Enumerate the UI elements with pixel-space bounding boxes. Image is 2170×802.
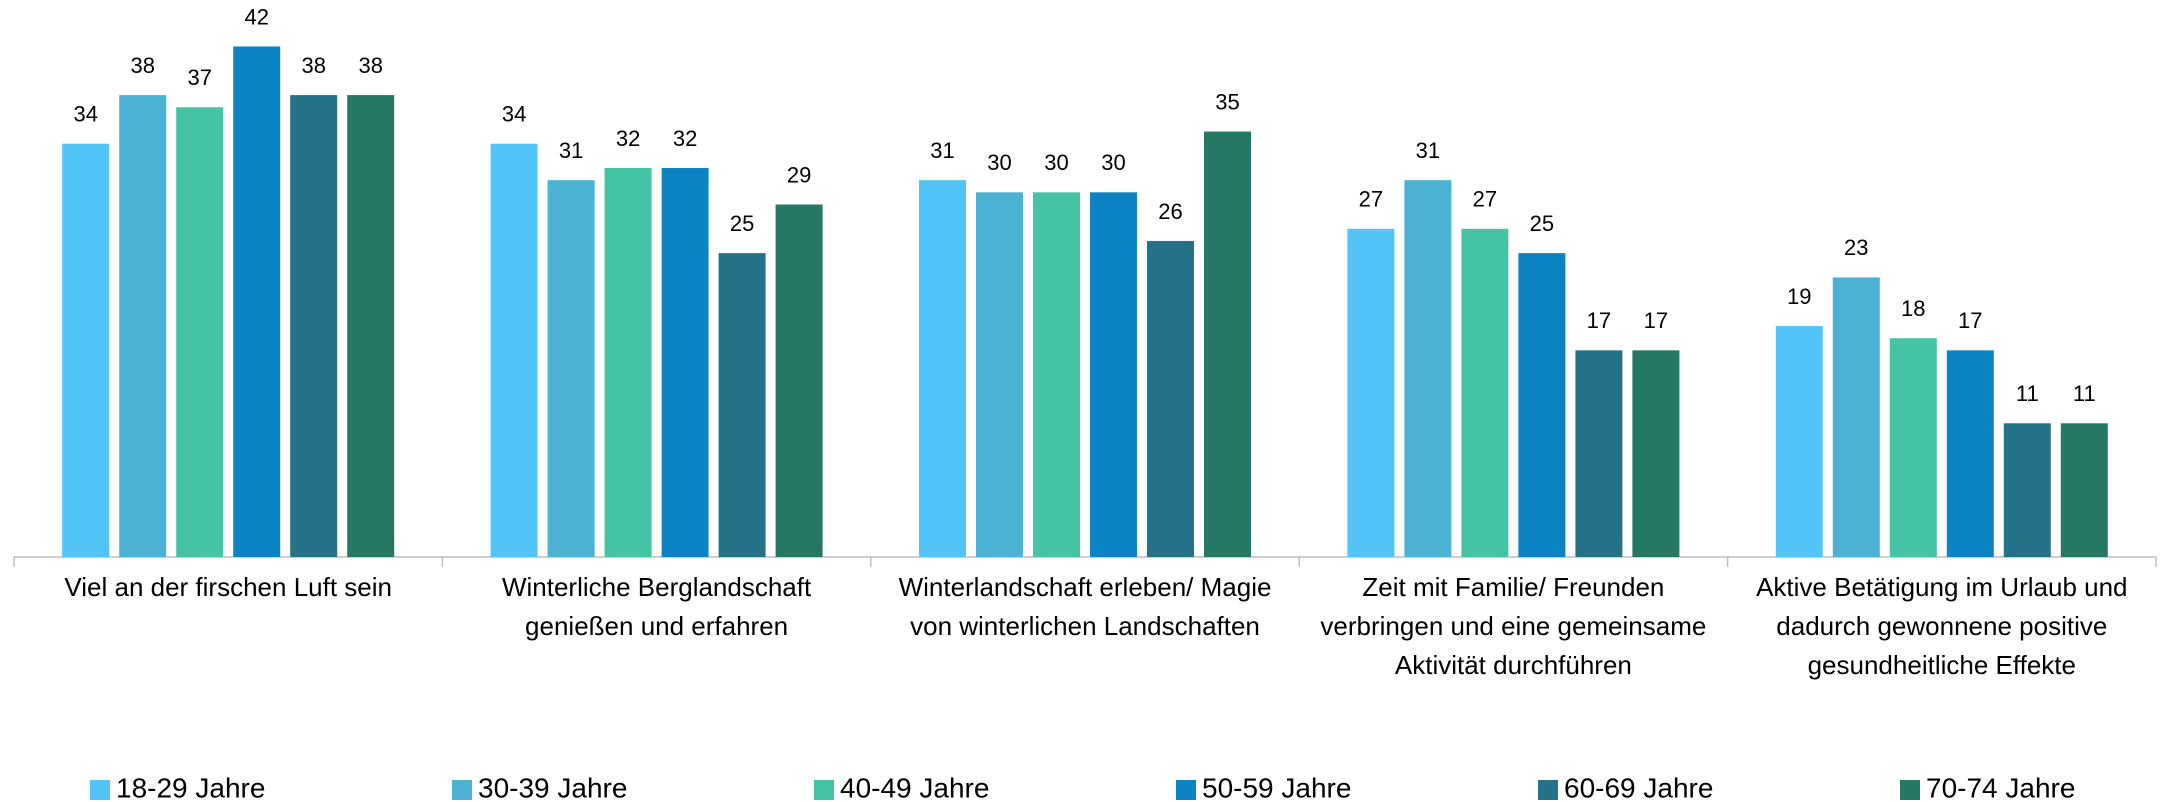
value-label: 26 [1158, 199, 1182, 224]
legend-swatch [452, 780, 472, 800]
legend-swatch [1900, 780, 1920, 800]
bar [490, 143, 538, 557]
bar [233, 46, 281, 557]
value-label: 31 [930, 138, 954, 163]
value-label: 27 [1359, 187, 1383, 212]
bar [1575, 350, 1623, 557]
bar [604, 168, 652, 557]
value-label: 30 [1101, 150, 1125, 175]
bar [176, 107, 224, 557]
value-label: 17 [1587, 308, 1611, 333]
bar [775, 204, 823, 557]
bar [1946, 350, 1994, 557]
value-label: 30 [1044, 150, 1068, 175]
value-label: 25 [730, 211, 754, 236]
bar [1347, 228, 1395, 558]
bar [2003, 423, 2051, 557]
value-label: 38 [130, 53, 154, 78]
value-label: 29 [787, 162, 811, 187]
value-label: 38 [358, 53, 382, 78]
value-label: 42 [244, 4, 268, 29]
bar [1147, 240, 1194, 557]
bar [1090, 192, 1137, 558]
bar [1461, 228, 1509, 558]
legend-label: 18-29 Jahre [116, 772, 265, 802]
bar [976, 192, 1023, 558]
legend-swatch [90, 780, 110, 800]
value-label: 19 [1787, 284, 1811, 309]
legend-label: 30-39 Jahre [478, 772, 627, 802]
bar [290, 95, 338, 557]
bar [1632, 350, 1680, 557]
value-label: 31 [1416, 138, 1440, 163]
bar [1518, 253, 1566, 557]
bar [919, 180, 966, 557]
value-label: 17 [1644, 308, 1668, 333]
value-label: 27 [1473, 187, 1497, 212]
legend-label: 50-59 Jahre [1202, 772, 1351, 802]
value-label: 18 [1901, 296, 1925, 321]
value-label: 23 [1844, 235, 1868, 260]
value-label: 25 [1530, 211, 1554, 236]
bar [1775, 326, 1823, 557]
value-label: 32 [673, 126, 697, 151]
bar [347, 95, 395, 557]
x-tick-label: Viel an der firschen Luft sein [64, 572, 392, 602]
value-label: 37 [187, 65, 211, 90]
legend-swatch [814, 780, 834, 800]
value-label: 11 [2073, 381, 2096, 406]
value-label: 30 [987, 150, 1011, 175]
bar [1889, 338, 1937, 557]
value-label: 31 [559, 138, 583, 163]
x-tick-label: Zeit mit Familie/ Freunden verbringen un… [1320, 572, 1707, 680]
bar [1404, 180, 1452, 557]
value-label: 34 [502, 102, 526, 127]
bar [661, 168, 709, 557]
x-tick-label: Aktive Betätigung im Urlaub und dadurch … [1756, 572, 2128, 680]
x-tick-label: Winterliche Berglandschaft genießen und … [501, 572, 812, 641]
bar [2060, 423, 2108, 557]
legend-swatch [1538, 780, 1558, 800]
value-label: 35 [1215, 89, 1239, 114]
bar [62, 143, 110, 557]
value-label: 17 [1958, 308, 1982, 333]
x-tick-label: Winterlandschaft erleben/ Magie von wint… [898, 572, 1272, 641]
legend-swatch [1176, 780, 1196, 800]
bar [718, 253, 766, 557]
bar [1832, 277, 1880, 557]
bar [119, 95, 167, 557]
value-label: 34 [73, 102, 97, 127]
value-label: 38 [301, 53, 325, 78]
bar [1033, 192, 1080, 558]
legend-label: 60-69 Jahre [1564, 772, 1713, 802]
bar [1204, 131, 1251, 558]
value-label: 32 [616, 126, 640, 151]
legend-label: 40-49 Jahre [840, 772, 989, 802]
value-label: 11 [2016, 381, 2039, 406]
legend-label: 70-74 Jahre [1926, 772, 2075, 802]
bar [547, 180, 595, 557]
